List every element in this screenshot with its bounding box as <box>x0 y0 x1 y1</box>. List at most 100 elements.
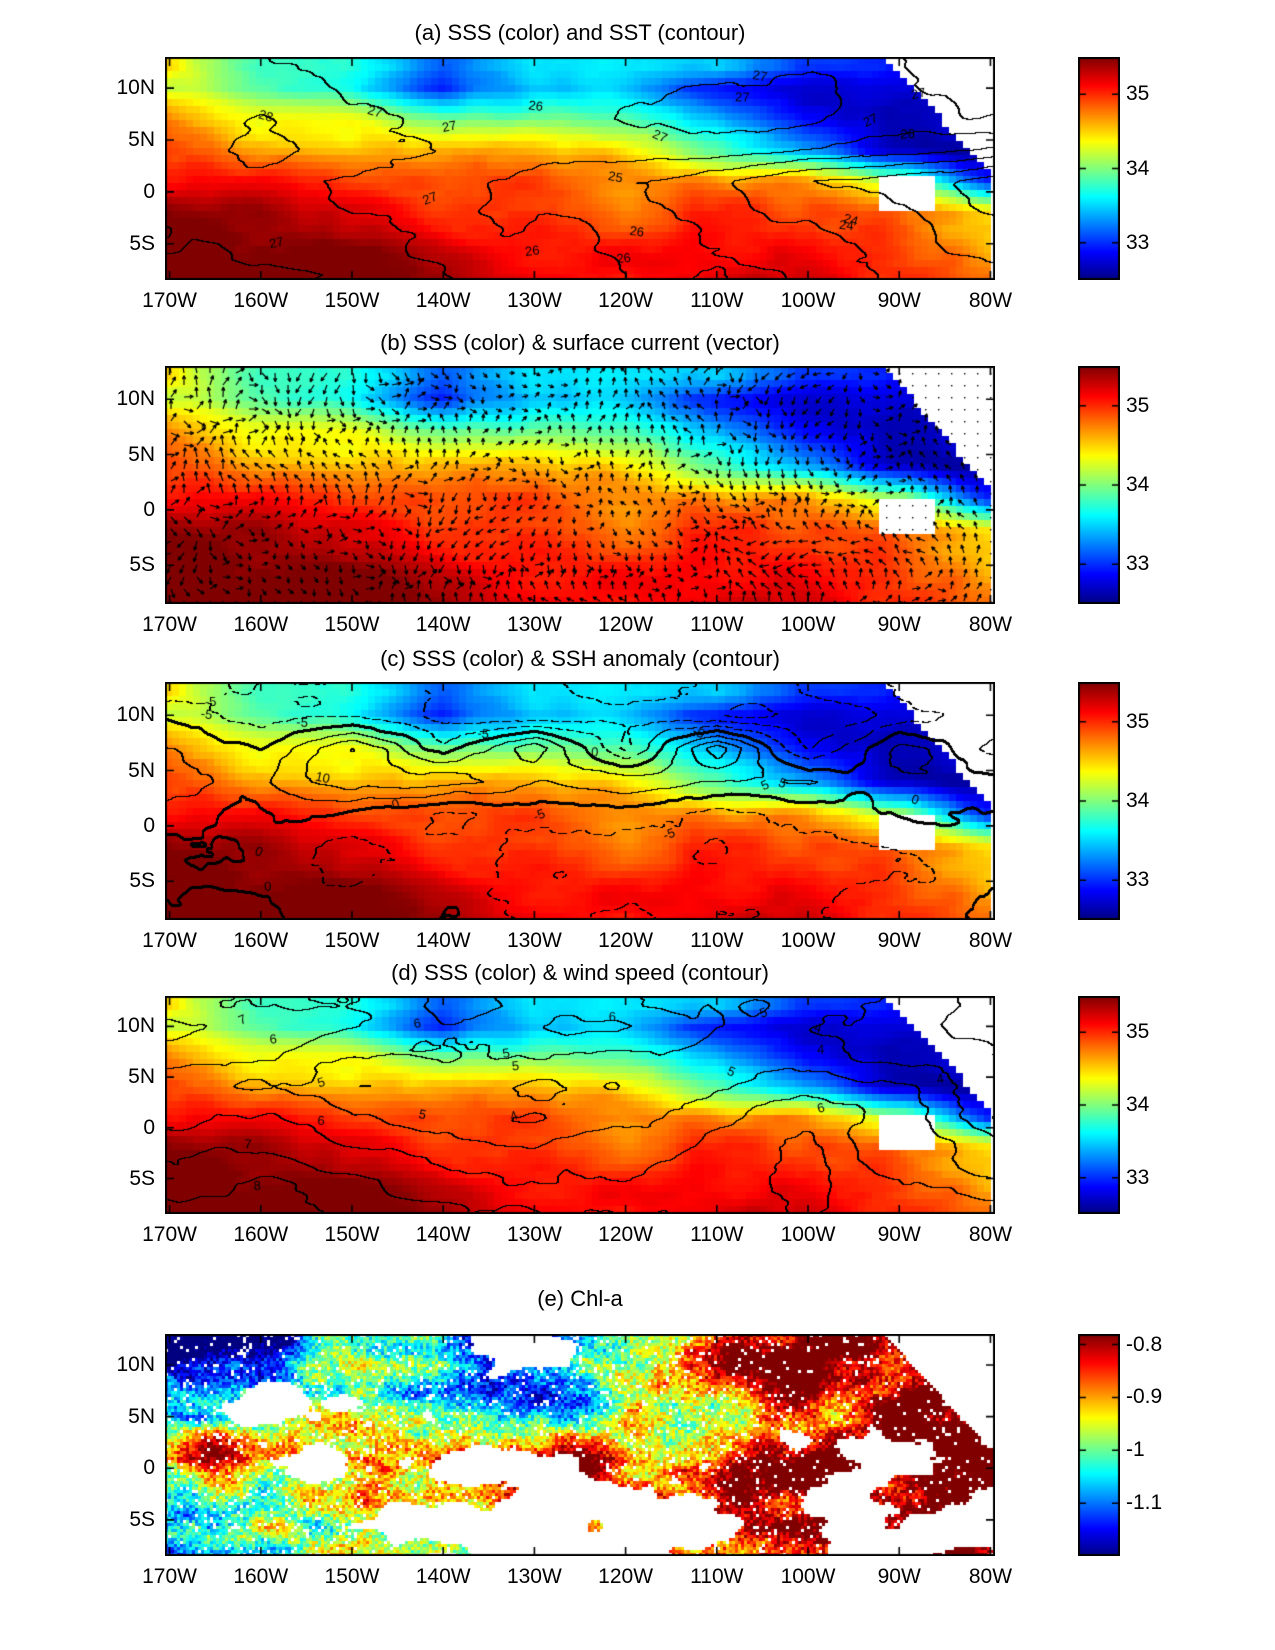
y-tick-label: 5N <box>128 758 155 782</box>
x-tick-label: 140W <box>415 1223 471 1246</box>
x-tick-label: 90W <box>877 289 921 312</box>
panel-b-colorbar <box>1078 366 1120 604</box>
panel-d-map <box>165 996 995 1214</box>
x-tick-label: 110W <box>690 1223 744 1246</box>
x-tick-label: 120W <box>598 1223 654 1246</box>
y-tick-label: 0 <box>143 179 155 203</box>
x-tick-label: 170W <box>142 1565 197 1588</box>
x-tick-label: 80W <box>968 1223 1013 1246</box>
x-tick-label: 100W <box>780 613 836 636</box>
x-tick-label: 80W <box>968 929 1013 952</box>
y-tick-label: 10N <box>116 703 155 727</box>
x-tick-label: 80W <box>968 613 1013 636</box>
panel-b-map <box>165 366 995 604</box>
x-tick-label: 120W <box>598 929 654 952</box>
panel-d-colorbar <box>1078 996 1120 1214</box>
panel-c-title: (c) SSS (color) & SSH anomaly (contour) <box>380 646 780 671</box>
y-tick-label: 5S <box>129 869 155 893</box>
y-tick-label: 5S <box>129 1166 155 1190</box>
x-tick-label: 130W <box>506 1565 562 1588</box>
colorbar-tick-label: 33 <box>1126 230 1150 254</box>
colorbar-tick-label: 34 <box>1126 156 1150 180</box>
x-tick-label: 110W <box>690 289 744 312</box>
colorbar-tick-label: 35 <box>1126 82 1150 106</box>
x-tick-label: 140W <box>415 613 471 636</box>
y-tick-label: 5N <box>128 127 155 151</box>
colorbar-tick-label: 35 <box>1126 709 1150 733</box>
x-tick-label: 150W <box>324 929 380 952</box>
y-tick-label: 0 <box>143 1115 155 1139</box>
y-tick-label: 10N <box>116 387 155 411</box>
x-tick-label: 120W <box>598 613 654 636</box>
y-tick-label: 10N <box>116 1014 155 1038</box>
x-tick-label: 140W <box>415 289 471 312</box>
x-tick-label: 120W <box>598 1565 654 1588</box>
colorbar-tick-label: 35 <box>1126 1020 1150 1044</box>
x-tick-label: 110W <box>690 613 744 636</box>
panel-a-title: (a) SSS (color) and SST (contour) <box>414 20 746 45</box>
x-tick-label: 160W <box>233 1223 289 1246</box>
colorbar-tick-label: -1 <box>1126 1438 1145 1462</box>
y-tick-label: 10N <box>116 1352 155 1376</box>
x-tick-label: 100W <box>780 1223 836 1246</box>
panel-a-map <box>165 57 995 280</box>
x-tick-label: 150W <box>324 613 380 636</box>
panel-d-title: (d) SSS (color) & wind speed (contour) <box>391 960 769 985</box>
x-tick-label: 110W <box>690 929 744 952</box>
x-tick-label: 170W <box>142 929 197 952</box>
x-tick-label: 160W <box>233 613 289 636</box>
colorbar-tick-label: -0.8 <box>1126 1332 1163 1356</box>
colorbar-tick-label: 33 <box>1126 552 1150 576</box>
panel-e-title: (e) Chl-a <box>537 1286 623 1311</box>
x-tick-label: 150W <box>324 1223 380 1246</box>
colorbar-tick-label: 33 <box>1126 868 1150 892</box>
x-tick-label: 130W <box>506 289 562 312</box>
y-tick-label: 5N <box>128 1404 155 1428</box>
x-tick-label: 160W <box>233 289 289 312</box>
colorbar-tick-label: -1.1 <box>1126 1491 1163 1515</box>
colorbar-tick-label: 34 <box>1126 473 1150 496</box>
x-tick-label: 110W <box>690 1565 744 1588</box>
x-tick-label: 120W <box>598 289 654 312</box>
y-tick-label: 5N <box>128 1065 155 1089</box>
panel-b-title: (b) SSS (color) & surface current (vecto… <box>380 330 780 355</box>
panel-e-colorbar <box>1078 1334 1120 1556</box>
x-tick-label: 100W <box>780 289 836 312</box>
colorbar-tick-label: 34 <box>1126 1093 1150 1116</box>
y-tick-label: 0 <box>143 497 155 521</box>
x-tick-label: 80W <box>968 1565 1013 1588</box>
x-tick-label: 90W <box>877 1565 921 1588</box>
panel-c-colorbar <box>1078 682 1120 920</box>
x-tick-label: 130W <box>506 929 562 952</box>
x-tick-label: 140W <box>415 929 471 952</box>
x-tick-label: 140W <box>415 1565 471 1588</box>
x-tick-label: 90W <box>877 929 921 952</box>
x-tick-label: 160W <box>233 929 289 952</box>
x-tick-label: 90W <box>877 1223 921 1246</box>
y-tick-label: 5S <box>129 1507 155 1531</box>
x-tick-label: 170W <box>142 613 197 636</box>
x-tick-label: 170W <box>142 289 197 312</box>
colorbar-tick-label: -0.9 <box>1126 1385 1163 1409</box>
colorbar-tick-label: 34 <box>1126 789 1150 812</box>
y-tick-label: 0 <box>143 1456 155 1480</box>
x-tick-label: 80W <box>968 289 1013 312</box>
y-tick-label: 5S <box>129 231 155 255</box>
x-tick-label: 150W <box>324 1565 380 1588</box>
x-tick-label: 90W <box>877 613 921 636</box>
x-tick-label: 130W <box>506 613 562 636</box>
x-tick-label: 150W <box>324 289 380 312</box>
y-tick-label: 5S <box>129 553 155 577</box>
panel-c-map <box>165 682 995 920</box>
panel-a-colorbar <box>1078 57 1120 280</box>
y-tick-label: 5N <box>128 442 155 466</box>
x-tick-label: 100W <box>780 1565 836 1588</box>
colorbar-tick-label: 33 <box>1126 1165 1150 1189</box>
y-tick-label: 0 <box>143 813 155 837</box>
panel-e-map <box>165 1334 995 1556</box>
y-tick-label: 10N <box>116 76 155 100</box>
x-tick-label: 170W <box>142 1223 197 1246</box>
colorbar-tick-label: 35 <box>1126 393 1150 417</box>
x-tick-label: 160W <box>233 1565 289 1588</box>
